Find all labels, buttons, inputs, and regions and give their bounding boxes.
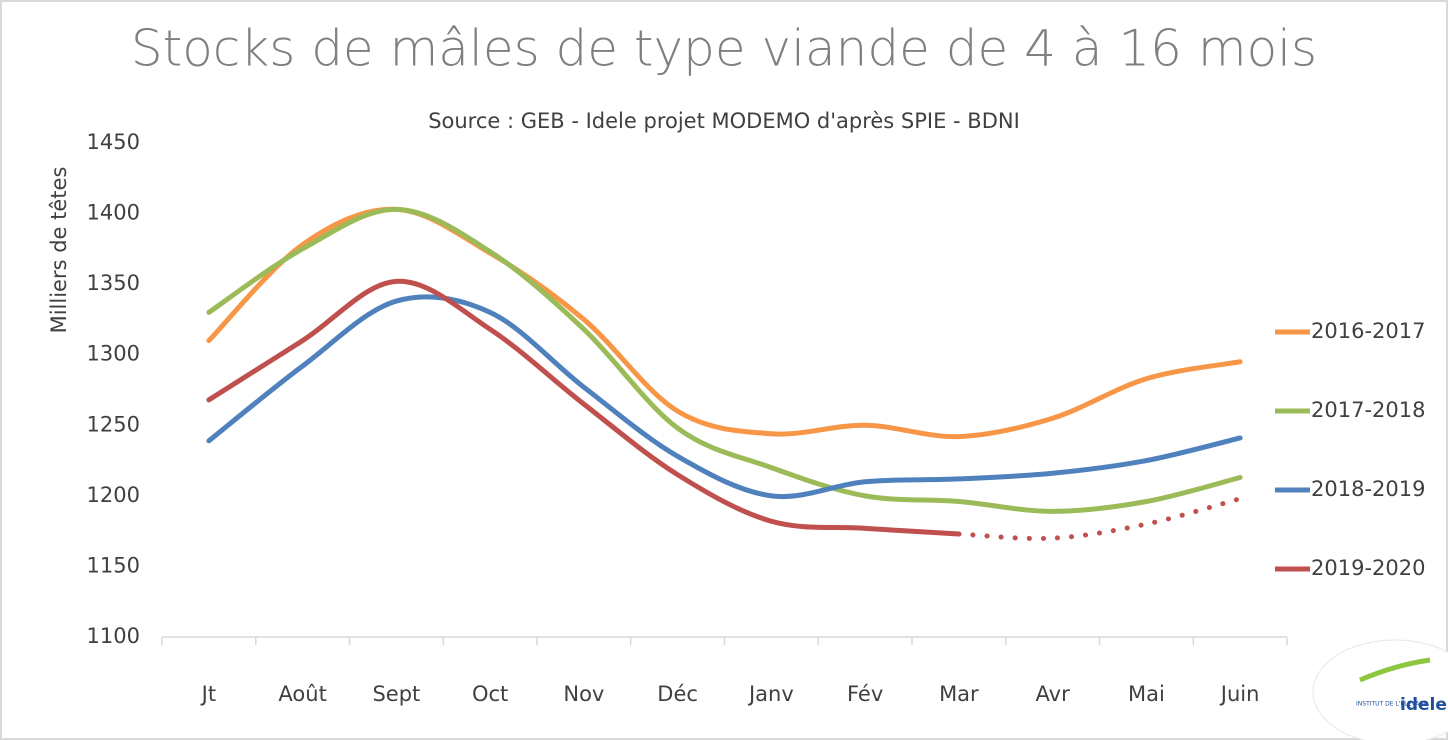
chart-title: Stocks de mâles de type viande de 4 à 16…	[131, 20, 1317, 78]
x-tick-label: Jt	[200, 682, 216, 706]
x-tick-label: Avr	[1036, 682, 1071, 706]
subtitle: Source : GEB - Idele projet MODEMO d'apr…	[428, 109, 1020, 133]
logo-small: INSTITUT DE L'ELEVAGE	[1356, 701, 1428, 708]
logo: INSTITUT DE L'ELEVAGE idele	[1312, 639, 1448, 740]
y-tick-label: 1200	[87, 483, 140, 507]
legend-label: 2019-2020	[1311, 556, 1425, 580]
y-tick-label: 1100	[87, 624, 140, 648]
y-tick-label: 1250	[87, 412, 140, 436]
y-tick-label: 1350	[87, 271, 140, 295]
series-line-dotted	[956, 496, 1243, 542]
x-tick-label: Sept	[372, 682, 420, 706]
series-line	[206, 278, 962, 537]
x-tick-label: Juin	[1219, 682, 1260, 706]
x-tick-label: Août	[278, 682, 326, 706]
x-tick-label: Janv	[747, 682, 794, 706]
y-tick-label: 1300	[87, 342, 140, 366]
logo-swoosh	[1359, 657, 1431, 683]
x-tick-label: Nov	[563, 682, 604, 706]
y-tick-label: 1450	[87, 130, 140, 154]
y-axis-label: Milliers de têtes	[47, 167, 71, 334]
x-tick-label: Mar	[939, 682, 979, 706]
series-line	[206, 294, 1243, 500]
x-tick-label: Fév	[847, 682, 883, 706]
series-line	[206, 206, 1243, 514]
legend-label: 2018-2019	[1311, 477, 1425, 501]
legend-label: 2017-2018	[1311, 398, 1425, 422]
y-tick-label: 1400	[87, 201, 140, 225]
logo-brand: idele	[1400, 695, 1447, 715]
y-tick-label: 1150	[87, 553, 140, 577]
legend-label: 2016-2017	[1311, 319, 1425, 343]
x-tick-label: Déc	[657, 682, 698, 706]
x-tick-label: Mai	[1128, 682, 1165, 706]
x-tick-label: Oct	[472, 682, 508, 706]
